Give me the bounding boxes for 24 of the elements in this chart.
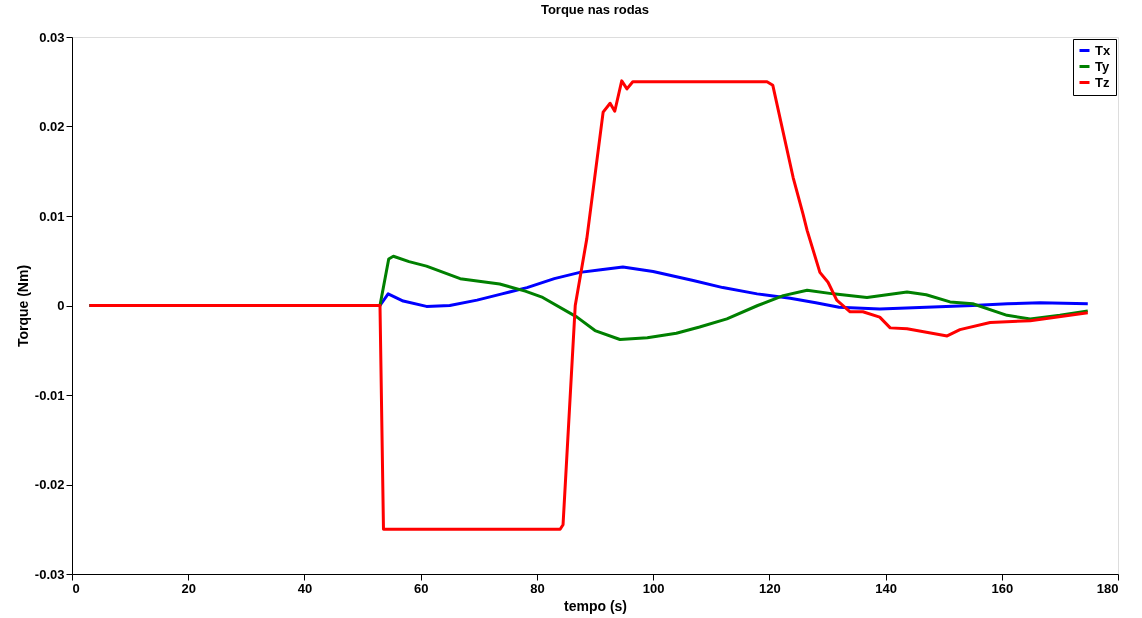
- legend-label: Tx: [1095, 42, 1111, 58]
- y-tick-label: 0.03: [39, 29, 65, 45]
- y-tick-label: 0: [57, 298, 65, 313]
- y-tick-label: -0.02: [34, 477, 65, 492]
- x-tick-label: 80: [530, 580, 545, 596]
- y-axis-title: Torque (Nm): [14, 264, 31, 348]
- x-tick-label: 40: [297, 580, 313, 596]
- x-tick-label: 140: [875, 580, 897, 596]
- x-tick-label: 100: [642, 580, 665, 596]
- x-tick-label: 60: [413, 580, 429, 596]
- line-series: [87, 79, 1090, 531]
- legend-label: Tz: [1095, 74, 1110, 90]
- x-tick-label: 0: [72, 580, 80, 596]
- x-tick-label: 120: [758, 580, 781, 596]
- y-tick-label: 0.01: [39, 208, 65, 224]
- x-tick-label: 160: [991, 580, 1014, 596]
- x-tick-label: 180: [1096, 580, 1119, 596]
- y-tick-label: 0.02: [39, 119, 65, 134]
- x-tick-label: 20: [181, 580, 196, 596]
- legend-label: Ty: [1095, 58, 1110, 74]
- y-tick-label: -0.01: [34, 387, 65, 403]
- y-tick-label: -0.03: [34, 566, 65, 582]
- chart-title: Torque nas rodas: [540, 2, 650, 17]
- x-axis-title: tempo (s): [564, 597, 627, 614]
